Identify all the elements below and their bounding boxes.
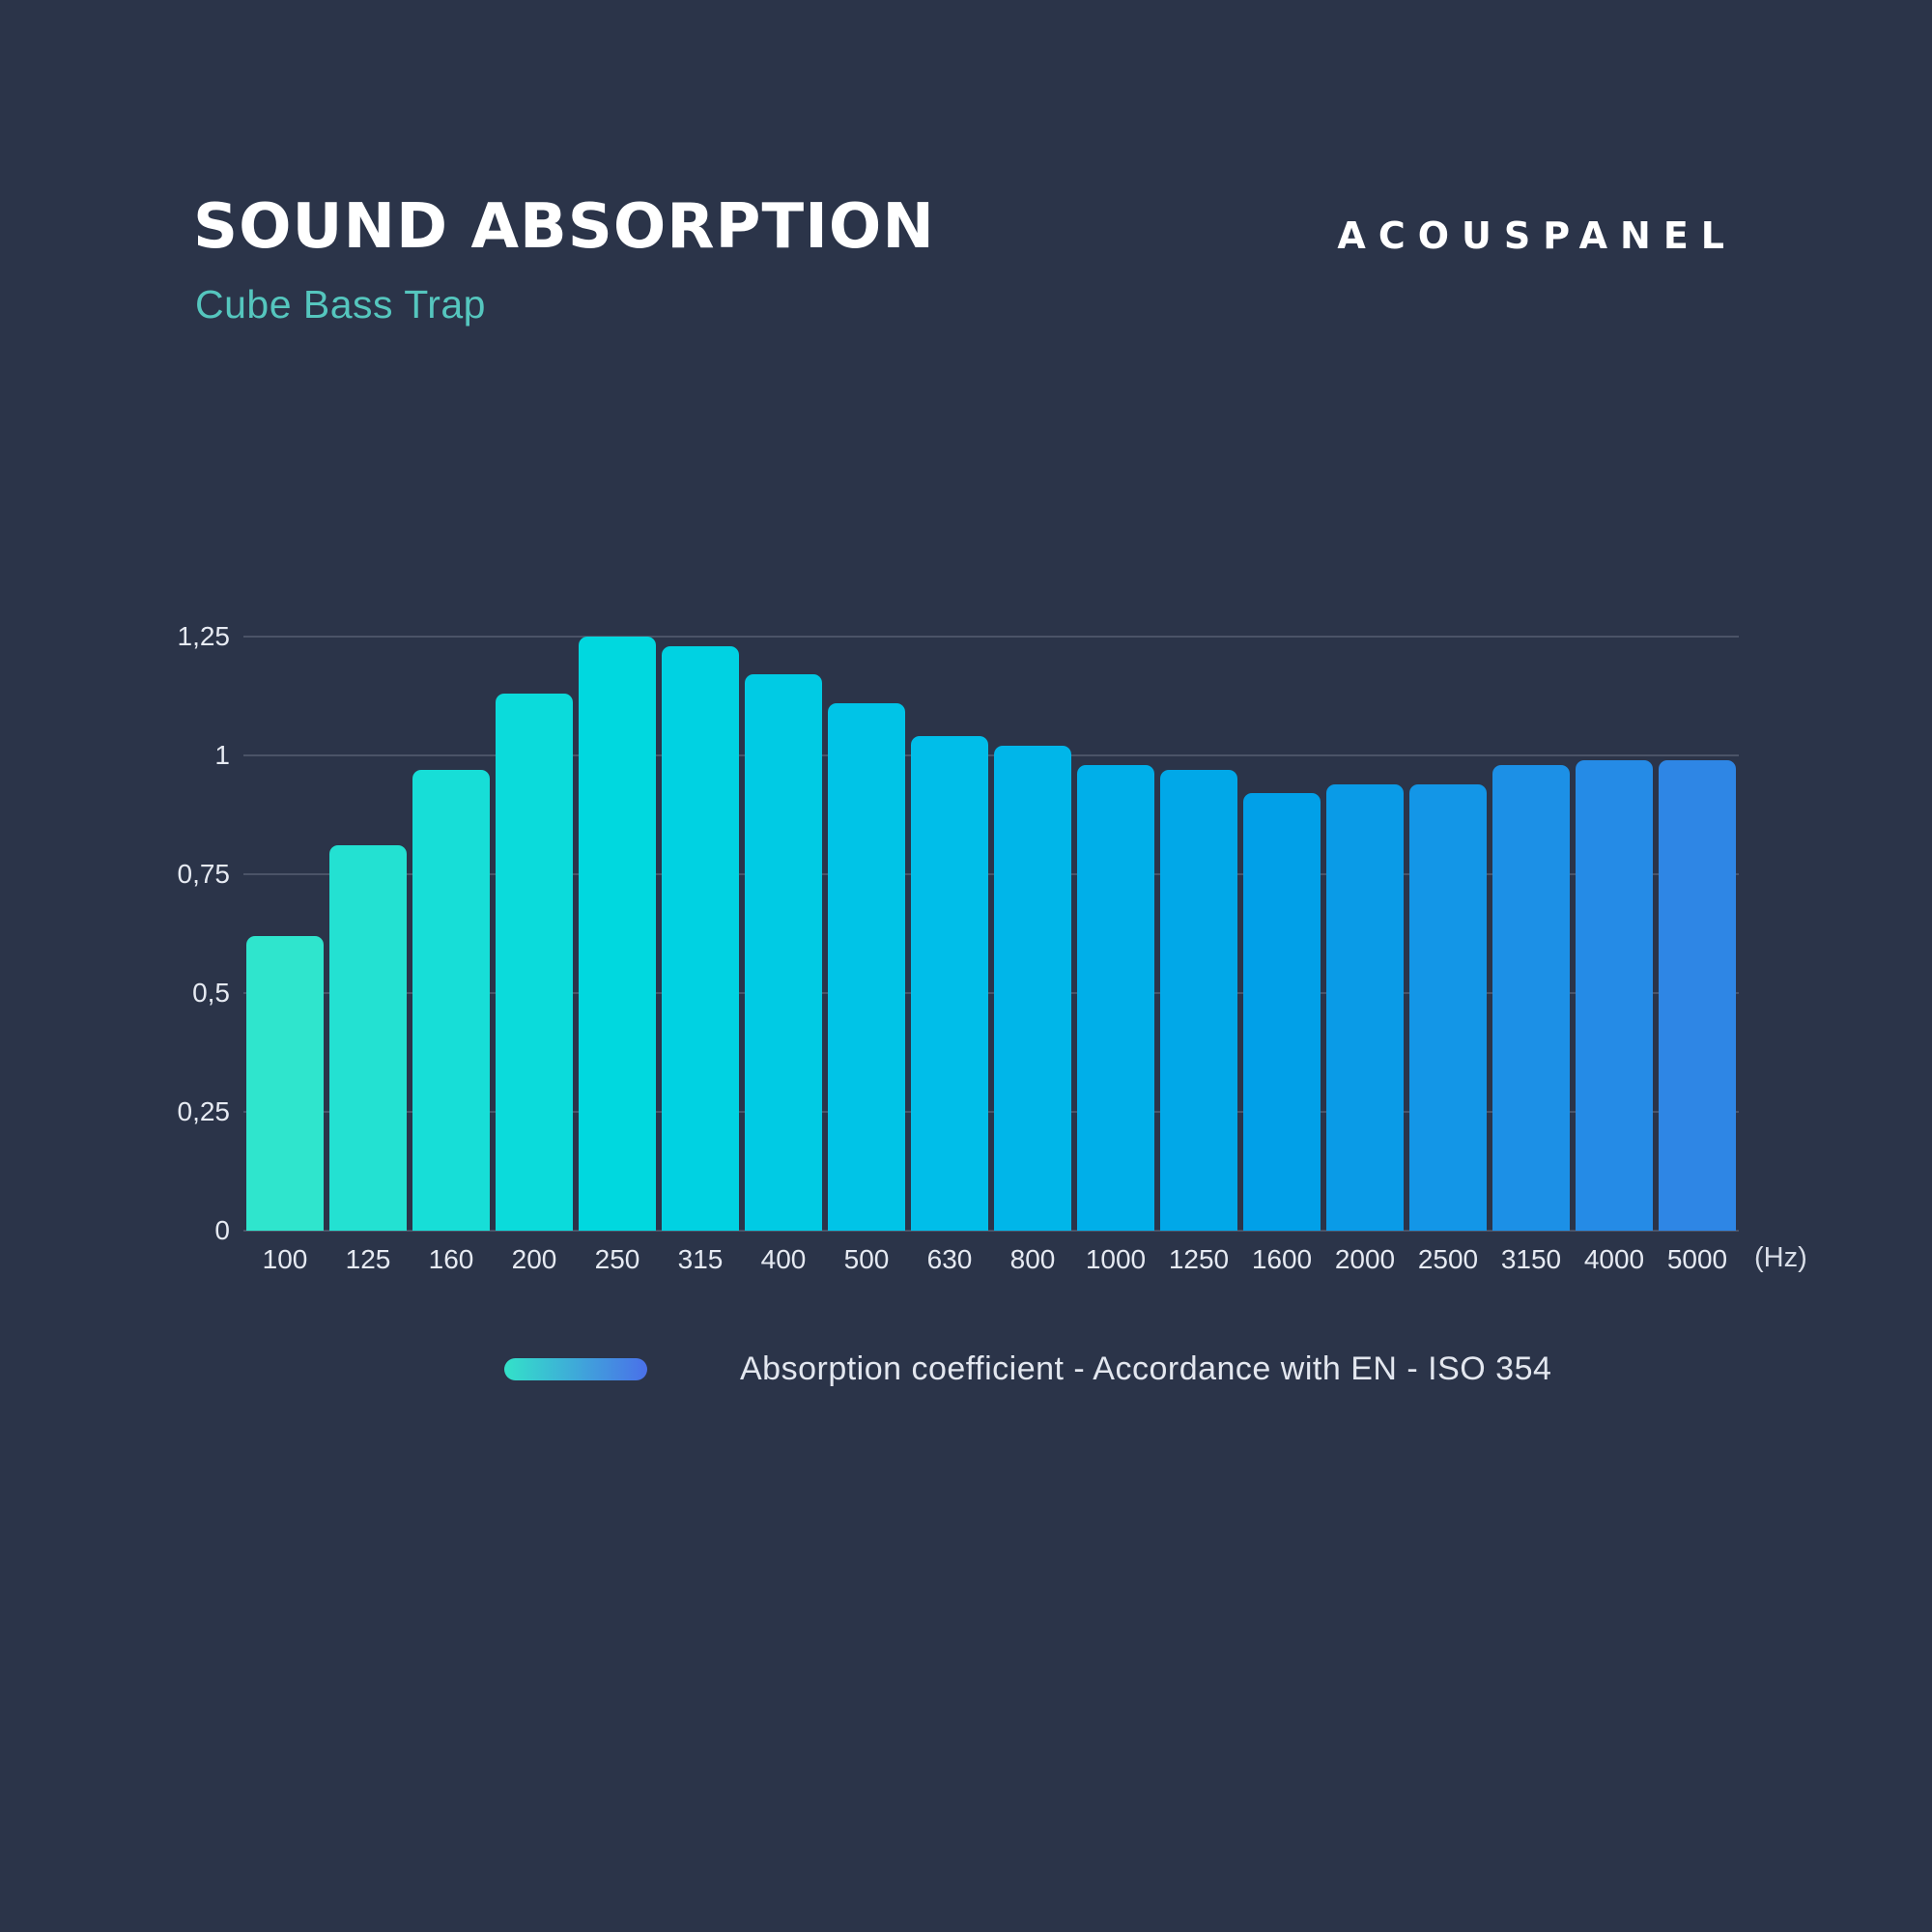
- gridline-1: [243, 754, 1739, 756]
- gridline-0: [243, 1230, 1739, 1232]
- bar-160hz: [412, 769, 490, 1231]
- brand-logo: ACOUSPANEL: [1337, 214, 1737, 257]
- x-axis-tick-label: 2000: [1334, 1244, 1396, 1274]
- x-axis-tick-label: 100: [262, 1244, 308, 1274]
- legend-gradient-swatch: [504, 1358, 647, 1380]
- x-axis-tick-label: 125: [345, 1244, 391, 1274]
- x-axis-tick-label: 400: [760, 1244, 807, 1274]
- bar-5000hz: [1659, 759, 1736, 1231]
- x-axis-tick-label: 1000: [1085, 1244, 1147, 1274]
- x-axis-tick-label: 315: [677, 1244, 724, 1274]
- x-axis-tick-label: 250: [594, 1244, 640, 1274]
- bar-3150hz: [1492, 764, 1570, 1231]
- x-axis-tick-label: 500: [843, 1244, 890, 1274]
- bar-2500hz: [1409, 783, 1487, 1231]
- bar-630hz: [911, 736, 988, 1231]
- x-axis-tick-label: 200: [511, 1244, 557, 1274]
- y-axis-tick-label: 0,25: [177, 1096, 231, 1126]
- gridline-1,25: [243, 636, 1739, 638]
- x-axis-tick-label: 3150: [1500, 1244, 1562, 1274]
- x-axis-tick-label: 160: [428, 1244, 474, 1274]
- x-axis-tick-label: 630: [926, 1244, 973, 1274]
- bar-1600hz: [1243, 793, 1321, 1231]
- bar-800hz: [994, 746, 1071, 1231]
- bar-125hz: [329, 845, 407, 1231]
- y-axis-tick-label: 0,5: [192, 978, 230, 1008]
- gridline-0,5: [243, 992, 1739, 994]
- bar-1000hz: [1077, 764, 1154, 1231]
- x-axis-tick-label: 5000: [1666, 1244, 1728, 1274]
- page-title: SOUND ABSORPTION: [193, 191, 935, 263]
- gridline-0,25: [243, 1111, 1739, 1113]
- bar-250hz: [579, 637, 656, 1231]
- legend: Absorption coefficient - Accordance with…: [0, 1350, 1932, 1389]
- y-axis-tick-label: 1,25: [177, 621, 231, 651]
- page-subtitle: Cube Bass Trap: [195, 282, 486, 327]
- y-axis-tick-label: 0,75: [177, 859, 231, 889]
- x-axis-tick-label: 1250: [1168, 1244, 1230, 1274]
- x-axis-unit-label: (Hz): [1754, 1242, 1807, 1273]
- y-axis-tick-label: 1: [214, 740, 230, 770]
- x-axis-tick-label: 4000: [1583, 1244, 1645, 1274]
- gridline-0,75: [243, 873, 1739, 875]
- bar-100hz: [246, 935, 324, 1231]
- y-axis-tick-label: 0: [214, 1215, 230, 1245]
- bar-2000hz: [1326, 783, 1404, 1231]
- bar-4000hz: [1576, 759, 1653, 1231]
- x-axis-tick-label: 1600: [1251, 1244, 1313, 1274]
- bar-1250hz: [1160, 769, 1237, 1231]
- bar-500hz: [828, 702, 905, 1231]
- legend-label: Absorption coefficient - Accordance with…: [740, 1350, 1552, 1387]
- bar-200hz: [496, 694, 573, 1231]
- bar-400hz: [745, 674, 822, 1231]
- x-axis-tick-label: 2500: [1417, 1244, 1479, 1274]
- x-axis-tick-label: 800: [1009, 1244, 1056, 1274]
- bar-315hz: [662, 645, 739, 1231]
